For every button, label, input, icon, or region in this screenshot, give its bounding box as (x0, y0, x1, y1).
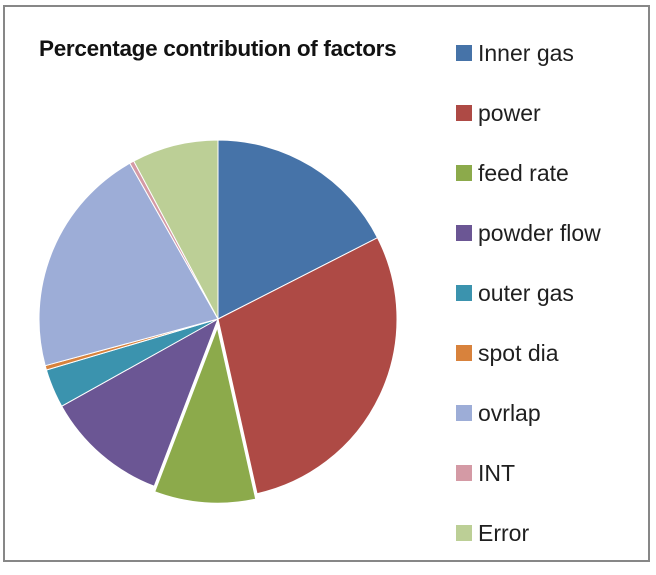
pie-slice-inner-gas (217, 139, 379, 320)
legend-label: spot dia (478, 339, 559, 366)
legend-label: INT (478, 459, 516, 486)
legend: Inner gas power feed rate powder flow outer … (456, 23, 601, 563)
legend-item-ovrlap: ovrlap (456, 383, 601, 443)
legend-item-int: INT (456, 443, 601, 503)
legend-label: ovrlap (478, 399, 541, 426)
legend-item-spot-dia: spot dia (456, 323, 601, 383)
legend-item-power: power (456, 83, 601, 143)
legend-label: Error (478, 519, 530, 546)
legend-item-outer-gas: outer gas (456, 263, 601, 323)
chart-title: Percentage contribution of factors (39, 36, 397, 61)
legend-item-powder-flow: powder flow (456, 203, 601, 263)
legend-color-swatch (456, 405, 472, 421)
legend-label: power (478, 99, 541, 126)
legend-color-swatch (456, 525, 472, 541)
pie-slice-feed-rate (152, 320, 259, 506)
legend-color-swatch (456, 345, 472, 361)
pie-slice-error (133, 139, 219, 320)
pie-slice-power (217, 237, 398, 495)
legend-item-error: Error (456, 503, 601, 563)
legend-color-swatch (456, 285, 472, 301)
pie-slice-powder-flow (61, 317, 219, 487)
legend-label: feed rate (478, 159, 569, 186)
legend-item-inner-gas: Inner gas (456, 23, 601, 83)
legend-label: Inner gas (478, 39, 574, 66)
pie-slice-ovrlap (38, 162, 219, 367)
legend-label: powder flow (478, 219, 601, 246)
legend-color-swatch (456, 225, 472, 241)
legend-color-swatch (456, 45, 472, 61)
legend-color-swatch (456, 165, 472, 181)
legend-item-feed-rate: feed rate (456, 143, 601, 203)
legend-color-swatch (456, 105, 472, 121)
legend-label: outer gas (478, 279, 574, 306)
legend-color-swatch (456, 465, 472, 481)
